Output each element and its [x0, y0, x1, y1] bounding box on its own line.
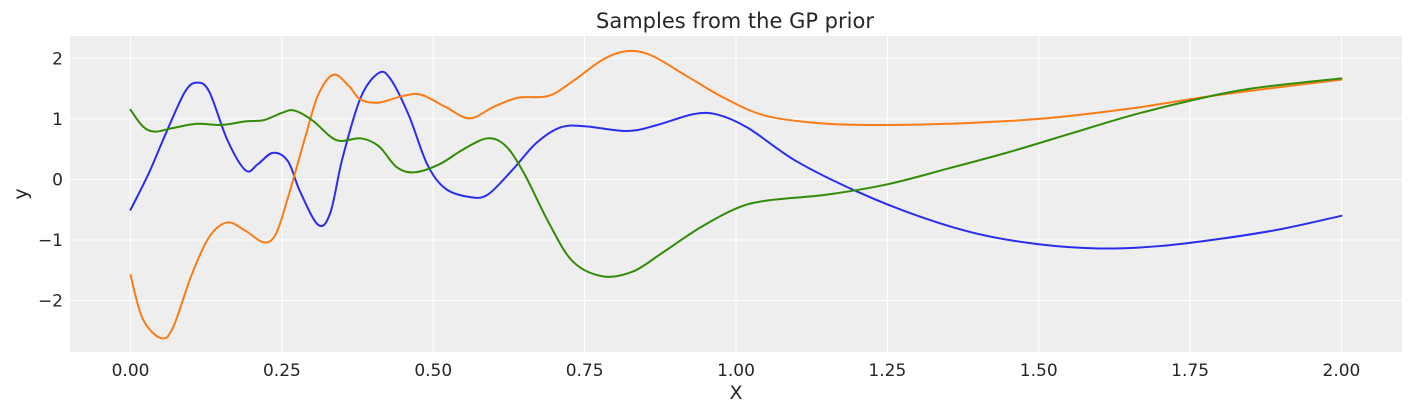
x-tick-label: 0.00 [112, 361, 150, 381]
sample-line-blue [129, 70, 1343, 250]
y-axis-label: y [10, 188, 32, 199]
x-tick-label: 2.00 [1323, 361, 1361, 381]
sample-line-orange [129, 49, 1343, 340]
y-tick-label: −2 [38, 292, 63, 312]
x-axis-label: X [729, 382, 742, 404]
sample-line-green [129, 77, 1343, 278]
tick-labels: 0.00 0.25 0.50 0.75 1.00 1.25 1.50 1.75 2.00 −2 −1… [38, 49, 1360, 381]
x-tick-label: 0.50 [414, 361, 452, 381]
x-tick-label: 1.00 [717, 361, 755, 381]
x-tick-label: 1.25 [868, 361, 906, 381]
x-tick-label: 1.50 [1020, 361, 1058, 381]
x-tick-label: 0.75 [566, 361, 604, 381]
y-tick-label: 1 [52, 110, 63, 130]
y-tick-label: −1 [38, 231, 63, 251]
y-tick-label: 0 [52, 170, 63, 190]
grid [70, 36, 1402, 352]
chart-title: Samples from the GP prior [596, 9, 874, 33]
y-tick-label: 2 [52, 49, 63, 69]
x-tick-label: 0.25 [263, 361, 301, 381]
series-group [129, 49, 1343, 340]
x-tick-label: 1.75 [1171, 361, 1209, 381]
